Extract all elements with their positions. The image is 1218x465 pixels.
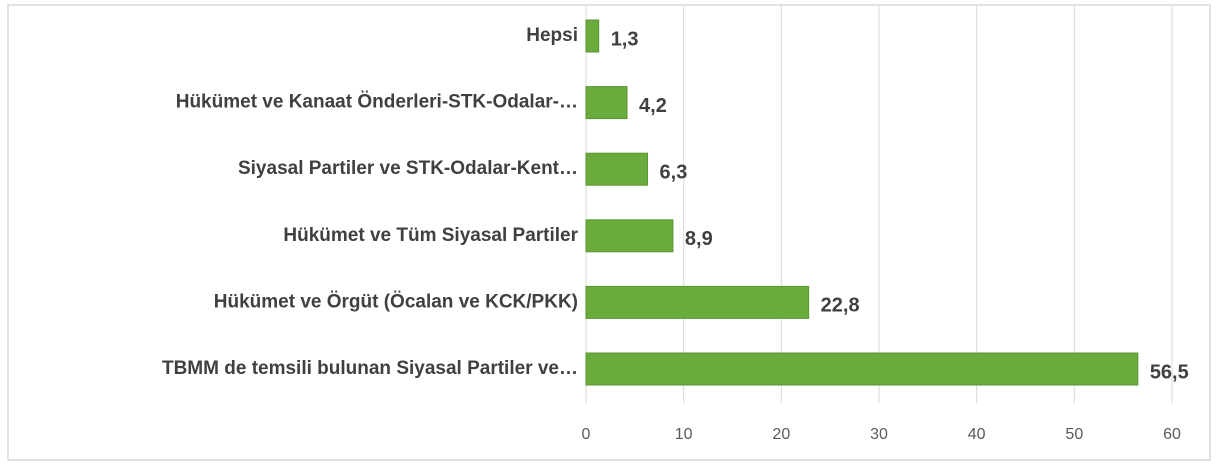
y-tick-label: Siyasal Partiler ve STK-Odalar-Kent… bbox=[238, 158, 578, 179]
value-label: 1,3 bbox=[611, 28, 639, 50]
y-tick-label: Hükümet ve Tüm Siyasal Partiler bbox=[283, 225, 578, 246]
y-tick-label: Hepsi bbox=[526, 25, 578, 46]
value-label: 8,9 bbox=[685, 228, 713, 250]
x-tick-label: 30 bbox=[870, 426, 888, 443]
bar bbox=[585, 152, 649, 186]
x-tick-label: 60 bbox=[1163, 426, 1181, 443]
x-tick-label: 20 bbox=[772, 426, 790, 443]
value-label: 22,8 bbox=[821, 295, 860, 317]
bar bbox=[585, 285, 810, 319]
y-tick-label: TBMM de temsili bulunan Siyasal Partiler… bbox=[162, 358, 578, 379]
bar bbox=[585, 219, 674, 253]
value-label: 6,3 bbox=[660, 161, 688, 183]
bar bbox=[585, 86, 628, 120]
x-tick-label: 0 bbox=[582, 426, 591, 443]
bar bbox=[585, 352, 1139, 386]
value-label: 4,2 bbox=[639, 95, 667, 117]
x-tick-label: 10 bbox=[675, 426, 693, 443]
x-tick-label: 40 bbox=[968, 426, 986, 443]
value-label: 56,5 bbox=[1150, 361, 1189, 383]
y-tick-label: Hükümet ve Kanaat Önderleri-STK-Odalar-… bbox=[176, 92, 578, 113]
bar bbox=[585, 19, 600, 53]
y-tick-label: Hükümet ve Örgüt (Öcalan ve KCK/PKK) bbox=[214, 291, 578, 312]
x-tick-label: 50 bbox=[1065, 426, 1083, 443]
